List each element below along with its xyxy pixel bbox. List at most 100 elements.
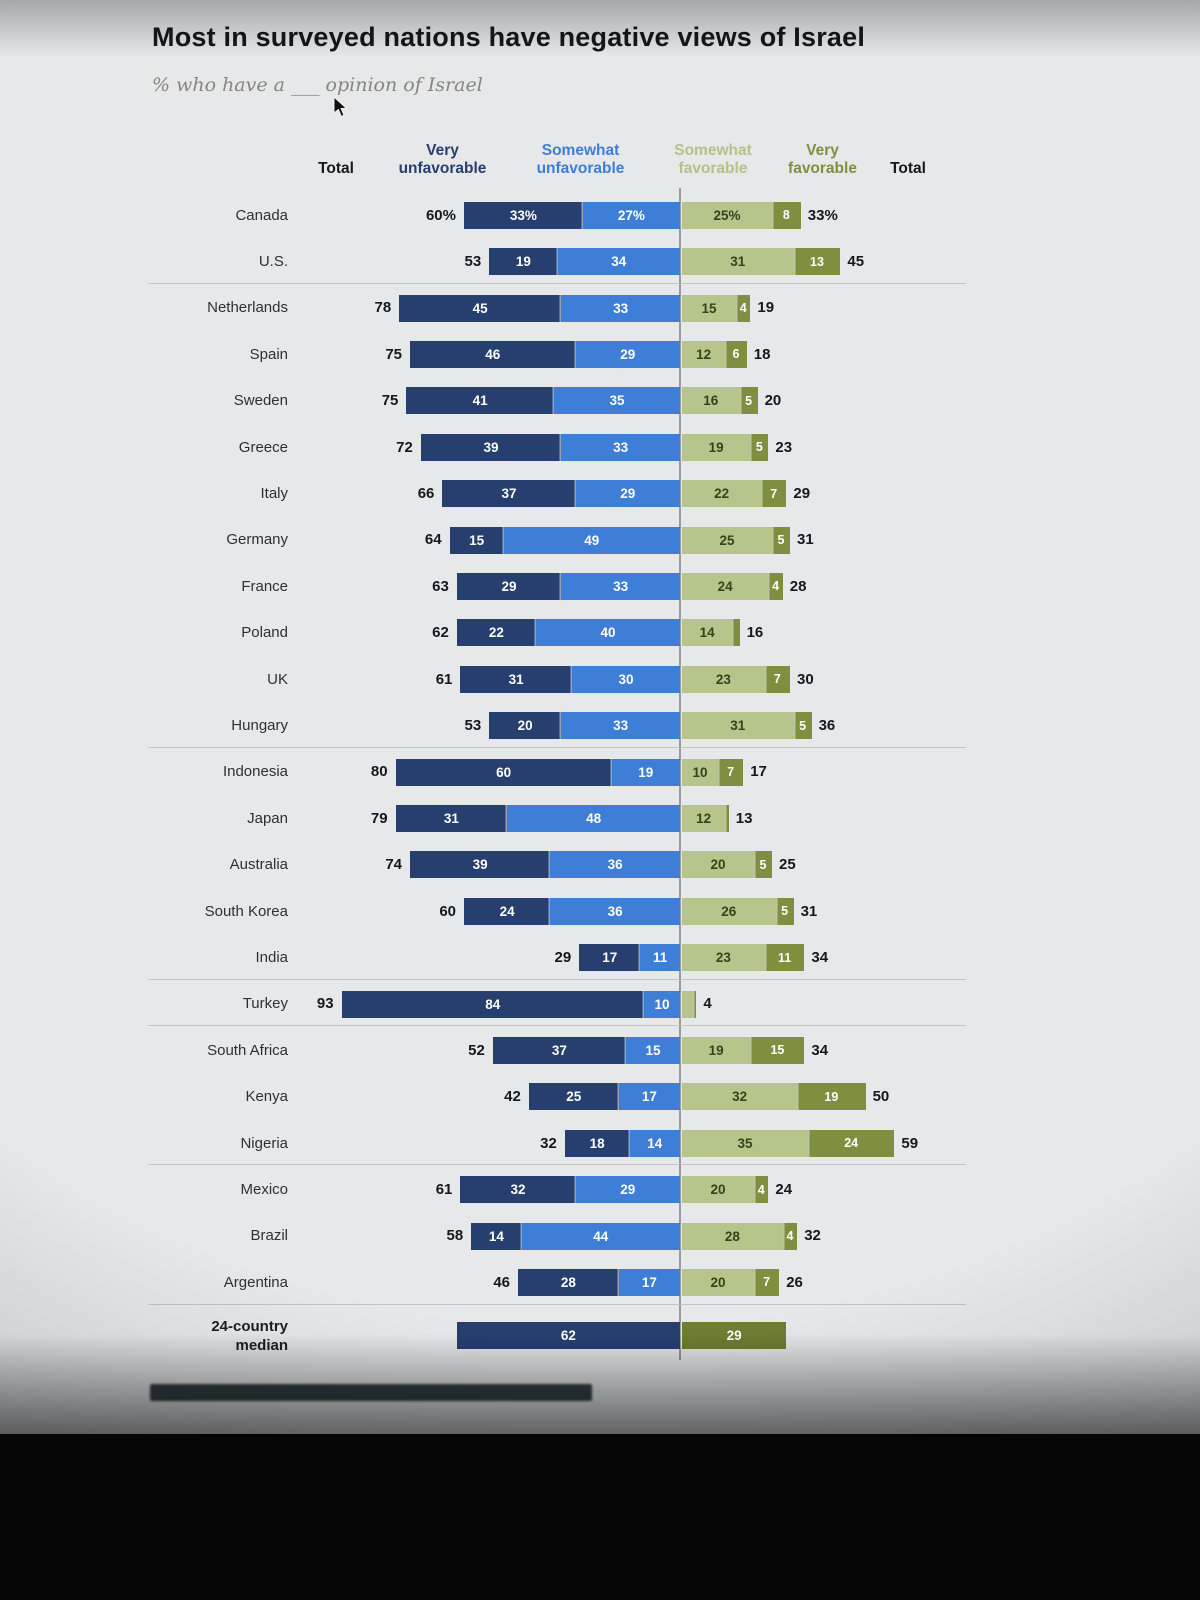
- country-label: Poland: [241, 624, 288, 642]
- country-label: Turkey: [242, 995, 288, 1013]
- country-label: Spain: [249, 345, 288, 363]
- country-label: Italy: [260, 485, 288, 503]
- very-favorable-segment: 7: [761, 480, 787, 508]
- somewhat-favorable-segment: 20: [682, 1176, 754, 1204]
- somewhat-unfavorable-segment: 36: [550, 897, 680, 925]
- somewhat-unfavorable-segment: 33: [561, 433, 680, 461]
- total-unfavorable-label: 80: [370, 763, 388, 781]
- total-unfavorable-label: 66: [417, 485, 435, 503]
- very-favorable-segment: 5: [739, 387, 758, 415]
- country-label: South Korea: [204, 902, 288, 920]
- very-favorable-segment: 4: [768, 572, 783, 600]
- total-unfavorable-label: 60: [439, 902, 456, 920]
- screen-bezel: [0, 1434, 1200, 1600]
- country-label: Canada: [235, 206, 288, 224]
- country-label: Mexico: [240, 1181, 288, 1199]
- total-unfavorable-label: 64: [424, 531, 442, 549]
- country-label: U.S.: [258, 253, 288, 271]
- country-label: Greece: [238, 438, 288, 456]
- somewhat-unfavorable-segment: 10: [644, 990, 680, 1018]
- country-label: India: [255, 949, 288, 967]
- very-favorable-segment: 5: [793, 712, 812, 740]
- somewhat-unfavorable-segment: 27%: [582, 201, 680, 229]
- very-unfavorable-segment: 19: [489, 248, 558, 276]
- very-favorable-segment: 19: [797, 1083, 866, 1111]
- total-favorable-label: 4: [703, 995, 712, 1013]
- country-label: Japan: [247, 809, 288, 827]
- somewhat-unfavorable-segment: 29: [575, 480, 680, 508]
- total-favorable-label: 33%: [807, 206, 838, 224]
- median-unfavorable-bar: 62: [456, 1322, 680, 1350]
- very-unfavorable-segment: 31: [395, 804, 508, 832]
- group-separator: [148, 1164, 966, 1166]
- total-favorable-label: 20: [764, 392, 782, 410]
- somewhat-favorable-segment: 24: [682, 572, 769, 600]
- total-unfavorable-label: 46: [493, 1273, 510, 1291]
- total-favorable-label: 17: [750, 763, 767, 781]
- very-favorable-segment: 5: [750, 433, 769, 461]
- total-unfavorable-label: 32: [540, 1134, 557, 1152]
- total-unfavorable-label: 61: [435, 1181, 453, 1199]
- country-label: Argentina: [223, 1273, 288, 1291]
- somewhat-favorable-segment: 35: [682, 1129, 808, 1157]
- group-separator: [148, 1025, 966, 1027]
- very-favorable-segment: 7: [764, 665, 790, 693]
- total-unfavorable-label: 75: [385, 345, 402, 363]
- total-unfavorable-label: 61: [435, 670, 453, 688]
- country-label: South Africa: [207, 1041, 288, 1059]
- somewhat-favorable-segment: 12: [682, 804, 726, 832]
- screen: Most in surveyed nations have negative v…: [0, 0, 1200, 1434]
- country-label: Sweden: [233, 392, 288, 410]
- somewhat-favorable-segment: 25%: [682, 201, 772, 229]
- somewhat-favorable-segment: 19: [682, 1036, 751, 1064]
- total-favorable-label: 25: [779, 856, 796, 874]
- somewhat-unfavorable-segment: 14: [629, 1129, 680, 1157]
- somewhat-favorable-segment: 28: [682, 1222, 783, 1250]
- somewhat-favorable-segment: 23: [682, 665, 765, 693]
- total-favorable-label: 29: [793, 485, 811, 503]
- country-label: Brazil: [250, 1227, 288, 1245]
- very-unfavorable-segment: 60: [395, 758, 612, 786]
- very-unfavorable-segment: 17: [579, 944, 641, 972]
- somewhat-favorable-segment: 31: [682, 248, 794, 276]
- country-label: Kenya: [245, 1088, 288, 1106]
- very-unfavorable-segment: 39: [410, 851, 551, 879]
- total-unfavorable-label: 42: [504, 1088, 521, 1106]
- note-blur-strip: [150, 1384, 592, 1401]
- very-unfavorable-segment: 18: [564, 1129, 630, 1157]
- very-unfavorable-segment: 25: [528, 1083, 619, 1111]
- country-label: Netherlands: [207, 299, 288, 317]
- somewhat-unfavorable-segment: 30: [572, 665, 680, 693]
- total-unfavorable-label: 79: [370, 809, 388, 827]
- total-favorable-label: 19: [757, 299, 775, 317]
- country-label: Indonesia: [222, 763, 288, 781]
- somewhat-favorable-segment: 26: [682, 897, 776, 925]
- country-label: Germany: [226, 531, 288, 549]
- group-separator: [148, 1303, 966, 1305]
- very-unfavorable-segment: 31: [460, 665, 572, 693]
- somewhat-unfavorable-segment: 44: [521, 1222, 680, 1250]
- very-favorable-segment: [725, 804, 729, 832]
- somewhat-unfavorable-segment: 34: [557, 248, 680, 276]
- total-favorable-label: 31: [797, 531, 814, 549]
- total-favorable-label: 16: [746, 624, 764, 642]
- country-label: France: [241, 577, 288, 595]
- somewhat-unfavorable-segment: 19: [611, 758, 680, 786]
- very-unfavorable-segment: 41: [406, 387, 554, 415]
- somewhat-favorable-segment: 14: [682, 619, 733, 647]
- very-unfavorable-segment: 28: [518, 1268, 619, 1296]
- total-unfavorable-label: 93: [316, 995, 334, 1013]
- total-favorable-label: 30: [797, 670, 814, 688]
- very-unfavorable-segment: 45: [399, 294, 562, 322]
- total-favorable-label: 28: [789, 577, 807, 595]
- somewhat-favorable-segment: 12: [682, 340, 726, 368]
- very-favorable-segment: 4: [754, 1176, 769, 1204]
- country-label: Australia: [229, 856, 288, 874]
- country-label: UK: [267, 670, 288, 688]
- very-unfavorable-segment: 37: [492, 1036, 626, 1064]
- total-favorable-label: 24: [775, 1181, 793, 1199]
- very-favorable-segment: 4: [782, 1222, 798, 1250]
- chart-rows: Canada 60% 33% 27% 25% 8 33% U.S. 53 19 34 31 13 45 Ne…: [148, 201, 966, 1354]
- group-separator: [148, 978, 966, 980]
- very-favorable-segment: 24: [808, 1129, 895, 1157]
